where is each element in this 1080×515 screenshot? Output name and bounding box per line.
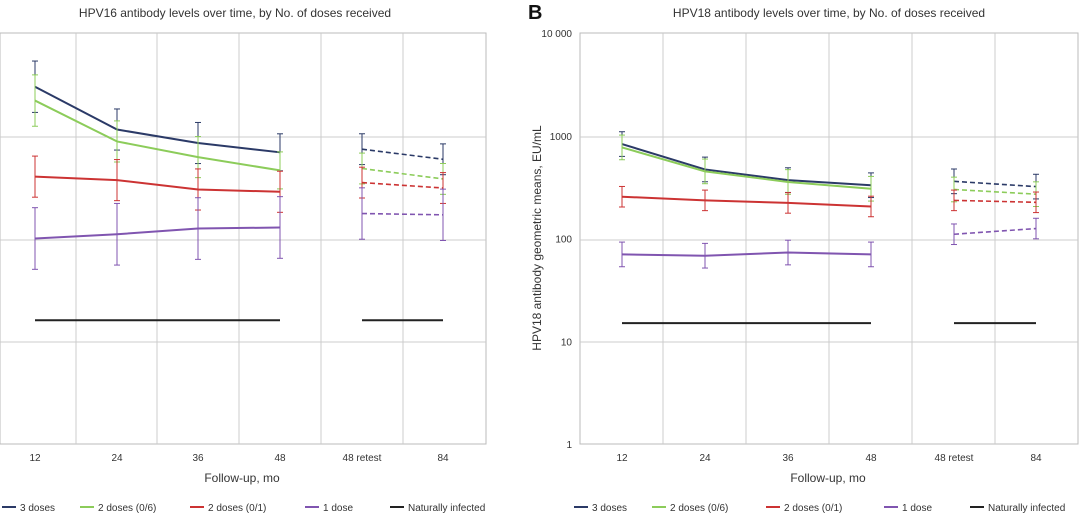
x-tick-label: 24 <box>111 453 123 464</box>
legend-label: 2 doses (0/6) <box>98 503 156 514</box>
series-line-retest <box>361 148 444 161</box>
series-line-retest <box>361 167 444 180</box>
error-bar <box>619 241 625 268</box>
y-axis-label-hpv18: HPV18 antibody geometric means, EU/mL <box>530 125 544 351</box>
legend-item-3-doses: 3 doses <box>574 503 627 514</box>
error-bar <box>114 159 120 202</box>
x-tick-label: 84 <box>1030 453 1042 464</box>
error-bar <box>702 242 708 269</box>
x-tick-label: 48 <box>274 453 286 464</box>
legend-hpv18: 3 doses 2 doses (0/6) 2 doses (0/1) 1 dose N… <box>574 503 1065 514</box>
series-line <box>34 175 281 193</box>
series-line <box>621 195 872 208</box>
error-bar <box>951 223 957 246</box>
y-tick-label: 100 <box>555 235 572 246</box>
legend-item-2-doses-0-1-: 2 doses (0/1) <box>766 503 842 514</box>
y-tick-label: 1000 <box>550 132 573 143</box>
error-bar <box>32 155 38 198</box>
error-bar <box>277 196 283 259</box>
error-bar <box>868 195 874 218</box>
legend-item-naturally-infected: Naturally infected <box>390 503 485 514</box>
error-bar <box>951 189 957 212</box>
legend-label: 3 doses <box>592 503 627 514</box>
error-bar <box>32 207 38 270</box>
legend-label: Naturally infected <box>988 503 1065 514</box>
error-bar <box>1033 191 1039 214</box>
legend-item-2-doses-0-6-: 2 doses (0/6) <box>80 503 156 514</box>
x-tick-label: 24 <box>699 453 711 464</box>
x-tick-label: 12 <box>29 453 41 464</box>
legend-hpv16: 3 doses 2 doses (0/6) 2 doses (0/1) 1 dose N… <box>2 503 485 514</box>
x-tick-label: 12 <box>616 453 628 464</box>
panel-letter-b: B <box>528 2 542 24</box>
series-line-retest <box>953 227 1037 236</box>
series-line <box>621 251 872 257</box>
legend-label: 3 doses <box>20 503 55 514</box>
error-bar <box>785 239 791 266</box>
error-bar <box>619 185 625 208</box>
series-line-retest <box>361 181 444 189</box>
plot-area-hpv18: 12 24 36 48 48 retest 84 1 10 100 1000 10 000 <box>541 29 1079 464</box>
legend-item-1-dose: 1 dose <box>305 503 353 514</box>
x-tick-label: 48 retest <box>343 453 382 464</box>
x-tick-label: 84 <box>437 453 449 464</box>
series-line <box>621 146 872 190</box>
y-tick-label: 10 <box>561 337 573 348</box>
x-axis-label-hpv18: Follow-up, mo <box>790 471 866 485</box>
legend-label: 1 dose <box>902 503 932 514</box>
error-bar <box>32 74 38 127</box>
error-bar <box>440 188 446 242</box>
error-bar <box>785 192 791 214</box>
error-bar <box>114 202 120 266</box>
legend-item-1-dose: 1 dose <box>884 503 932 514</box>
series-line <box>34 99 281 172</box>
series-1-dose <box>619 217 1039 269</box>
error-bar <box>619 134 625 161</box>
x-tick-label: 48 <box>865 453 877 464</box>
series-2-doses-0-1- <box>619 185 1039 218</box>
legend-item-3-doses: 3 doses <box>2 503 55 514</box>
error-bar <box>359 187 365 240</box>
panel-hpv16: HPV16 antibody levels over time, by No. … <box>0 6 487 485</box>
plot-frame-hpv16 <box>0 32 487 445</box>
series-line <box>34 85 281 154</box>
x-axis-label-hpv16: Follow-up, mo <box>204 471 280 485</box>
series-line <box>34 226 281 240</box>
series-line-retest <box>953 188 1037 195</box>
legend-label: Naturally infected <box>408 503 485 514</box>
legend-label: 2 doses (0/6) <box>670 503 728 514</box>
y-tick-label: 1 <box>566 440 572 451</box>
error-bar <box>702 189 708 212</box>
legend-item-2-doses-0-1-: 2 doses (0/1) <box>190 503 266 514</box>
panel-hpv18: B HPV18 antibody levels over time, by No… <box>528 2 1079 485</box>
plot-area-hpv16: 12 24 36 48 48 retest 84 <box>0 32 487 464</box>
chart-title-hpv16: HPV16 antibody levels over time, by No. … <box>79 6 391 20</box>
legend-item-2-doses-0-6-: 2 doses (0/6) <box>652 503 728 514</box>
series-1-dose <box>32 187 446 270</box>
legend-label: 2 doses (0/1) <box>784 503 842 514</box>
x-tick-label: 36 <box>192 453 204 464</box>
series-line-retest <box>361 212 444 216</box>
error-bar <box>868 241 874 268</box>
error-bar <box>1033 217 1039 240</box>
series-line-retest <box>953 199 1037 204</box>
chart-title-hpv18: HPV18 antibody levels over time, by No. … <box>673 6 985 20</box>
series-line-retest <box>953 180 1037 188</box>
x-tick-label: 48 retest <box>935 453 974 464</box>
x-tick-label: 36 <box>782 453 794 464</box>
y-tick-label: 10 000 <box>541 29 572 40</box>
error-bar <box>702 158 708 185</box>
legend-label: 1 dose <box>323 503 353 514</box>
legend-item-naturally-infected: Naturally infected <box>970 503 1065 514</box>
legend-label: 2 doses (0/1) <box>208 503 266 514</box>
series-line <box>621 143 872 187</box>
error-bar <box>195 197 201 260</box>
